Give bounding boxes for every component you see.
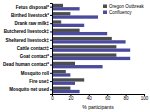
bar: [52, 12, 70, 15]
legend-swatch: [103, 5, 107, 9]
x-tick: 60: [105, 94, 111, 101]
y-tick-mark: [50, 73, 52, 74]
bar: [52, 57, 130, 60]
y-tick: Mosquito roll: [21, 71, 52, 76]
bar: [52, 49, 130, 52]
y-tick: Fire use‡: [29, 79, 52, 84]
bar: [52, 87, 70, 90]
bar: [52, 37, 112, 40]
x-tick-label: 0: [51, 96, 54, 101]
x-tick-label: 40: [87, 96, 93, 101]
plot: 0 20 40 60 80 100 Fetus disposal* Birthed lives…: [3, 4, 149, 102]
x-tick-label: 20: [68, 96, 74, 101]
y-tick-label: Fire use‡: [29, 79, 49, 84]
y-axis-line: [50, 4, 53, 95]
bar: [52, 20, 61, 23]
x-tick: 100: [141, 94, 149, 101]
chart: 0 20 40 60 80 100 Fetus disposal* Birthed lives…: [0, 0, 150, 112]
bar: [52, 32, 107, 35]
bar: [52, 24, 84, 27]
x-axis: 0 20 40 60 80 100: [51, 94, 149, 101]
bar: [52, 82, 75, 85]
y-tick-label: Mosquito roll: [21, 71, 49, 76]
y-tick-label: Butchered livestock‡: [4, 29, 50, 34]
y-tick-mark: [50, 81, 52, 82]
x-tick: 80: [124, 94, 130, 101]
y-tick-mark: [50, 15, 52, 16]
bar: [52, 78, 84, 81]
legend-item: Oregon Outbreak: [103, 4, 145, 9]
y-tick-label: Goat contact*: [20, 54, 50, 59]
y-tick-label: Birthed livestock*: [11, 13, 49, 18]
y-tick: Cattle contact‡: [17, 46, 52, 51]
bar: [52, 90, 80, 93]
y-tick-label: Mosquito net used: [9, 87, 49, 92]
x-tick-label: 100: [141, 96, 149, 101]
y-tick-mark: [50, 56, 52, 57]
y-tick-label: Sheltered livestock‡: [5, 38, 49, 43]
bar: [52, 70, 66, 73]
bar: [52, 53, 116, 56]
y-tick-mark: [50, 31, 52, 32]
y-tick-mark: [50, 7, 52, 8]
x-tick: 40: [87, 94, 93, 101]
y-tick-mark: [50, 65, 52, 66]
y-tick-label: Cattle contact‡: [17, 46, 50, 51]
bars: [52, 4, 130, 93]
bar: [52, 65, 103, 68]
legend-label: Confluency: [109, 10, 132, 15]
y-tick: Dead human contact*: [3, 62, 52, 67]
x-axis-title: % participants: [82, 104, 114, 110]
x-tick: 0: [51, 94, 54, 101]
x-tick-label: 80: [124, 96, 130, 101]
x-tick: 20: [68, 94, 74, 101]
bar: [52, 4, 63, 7]
legend: Oregon OutbreakConfluency: [103, 4, 145, 15]
bar: [52, 40, 126, 43]
bar: [52, 29, 80, 32]
x-tick-label: 60: [105, 96, 111, 101]
y-tick-mark: [50, 40, 52, 41]
y-tick: Drank raw milk‡: [14, 21, 52, 26]
bar: [52, 15, 98, 18]
y-tick: Birthed livestock*: [11, 13, 52, 18]
legend-swatch: [103, 11, 107, 15]
y-tick-label: Fetus disposal*: [16, 5, 50, 10]
legend-label: Oregon Outbreak: [109, 4, 145, 9]
bar: [52, 62, 75, 65]
x-axis-line: [53, 95, 145, 97]
y-tick: Goat contact*: [20, 54, 52, 59]
y-tick-mark: [50, 89, 52, 90]
y-tick-label: Drank raw milk‡: [14, 21, 49, 26]
y-tick: Fetus disposal*: [16, 5, 52, 10]
y-tick: Mosquito net used: [9, 87, 52, 92]
y-tick-mark: [50, 48, 52, 49]
y-tick: Sheltered livestock‡: [5, 38, 52, 43]
bar: [52, 73, 70, 76]
y-tick: Butchered livestock‡: [4, 29, 52, 34]
y-axis: Fetus disposal* Birthed livestock* Drank r…: [3, 4, 53, 95]
bar: [52, 7, 80, 10]
y-tick-mark: [50, 23, 52, 24]
legend-item: Confluency: [103, 10, 132, 15]
bar: [52, 45, 116, 48]
y-tick-label: Dead human contact*: [3, 62, 49, 67]
